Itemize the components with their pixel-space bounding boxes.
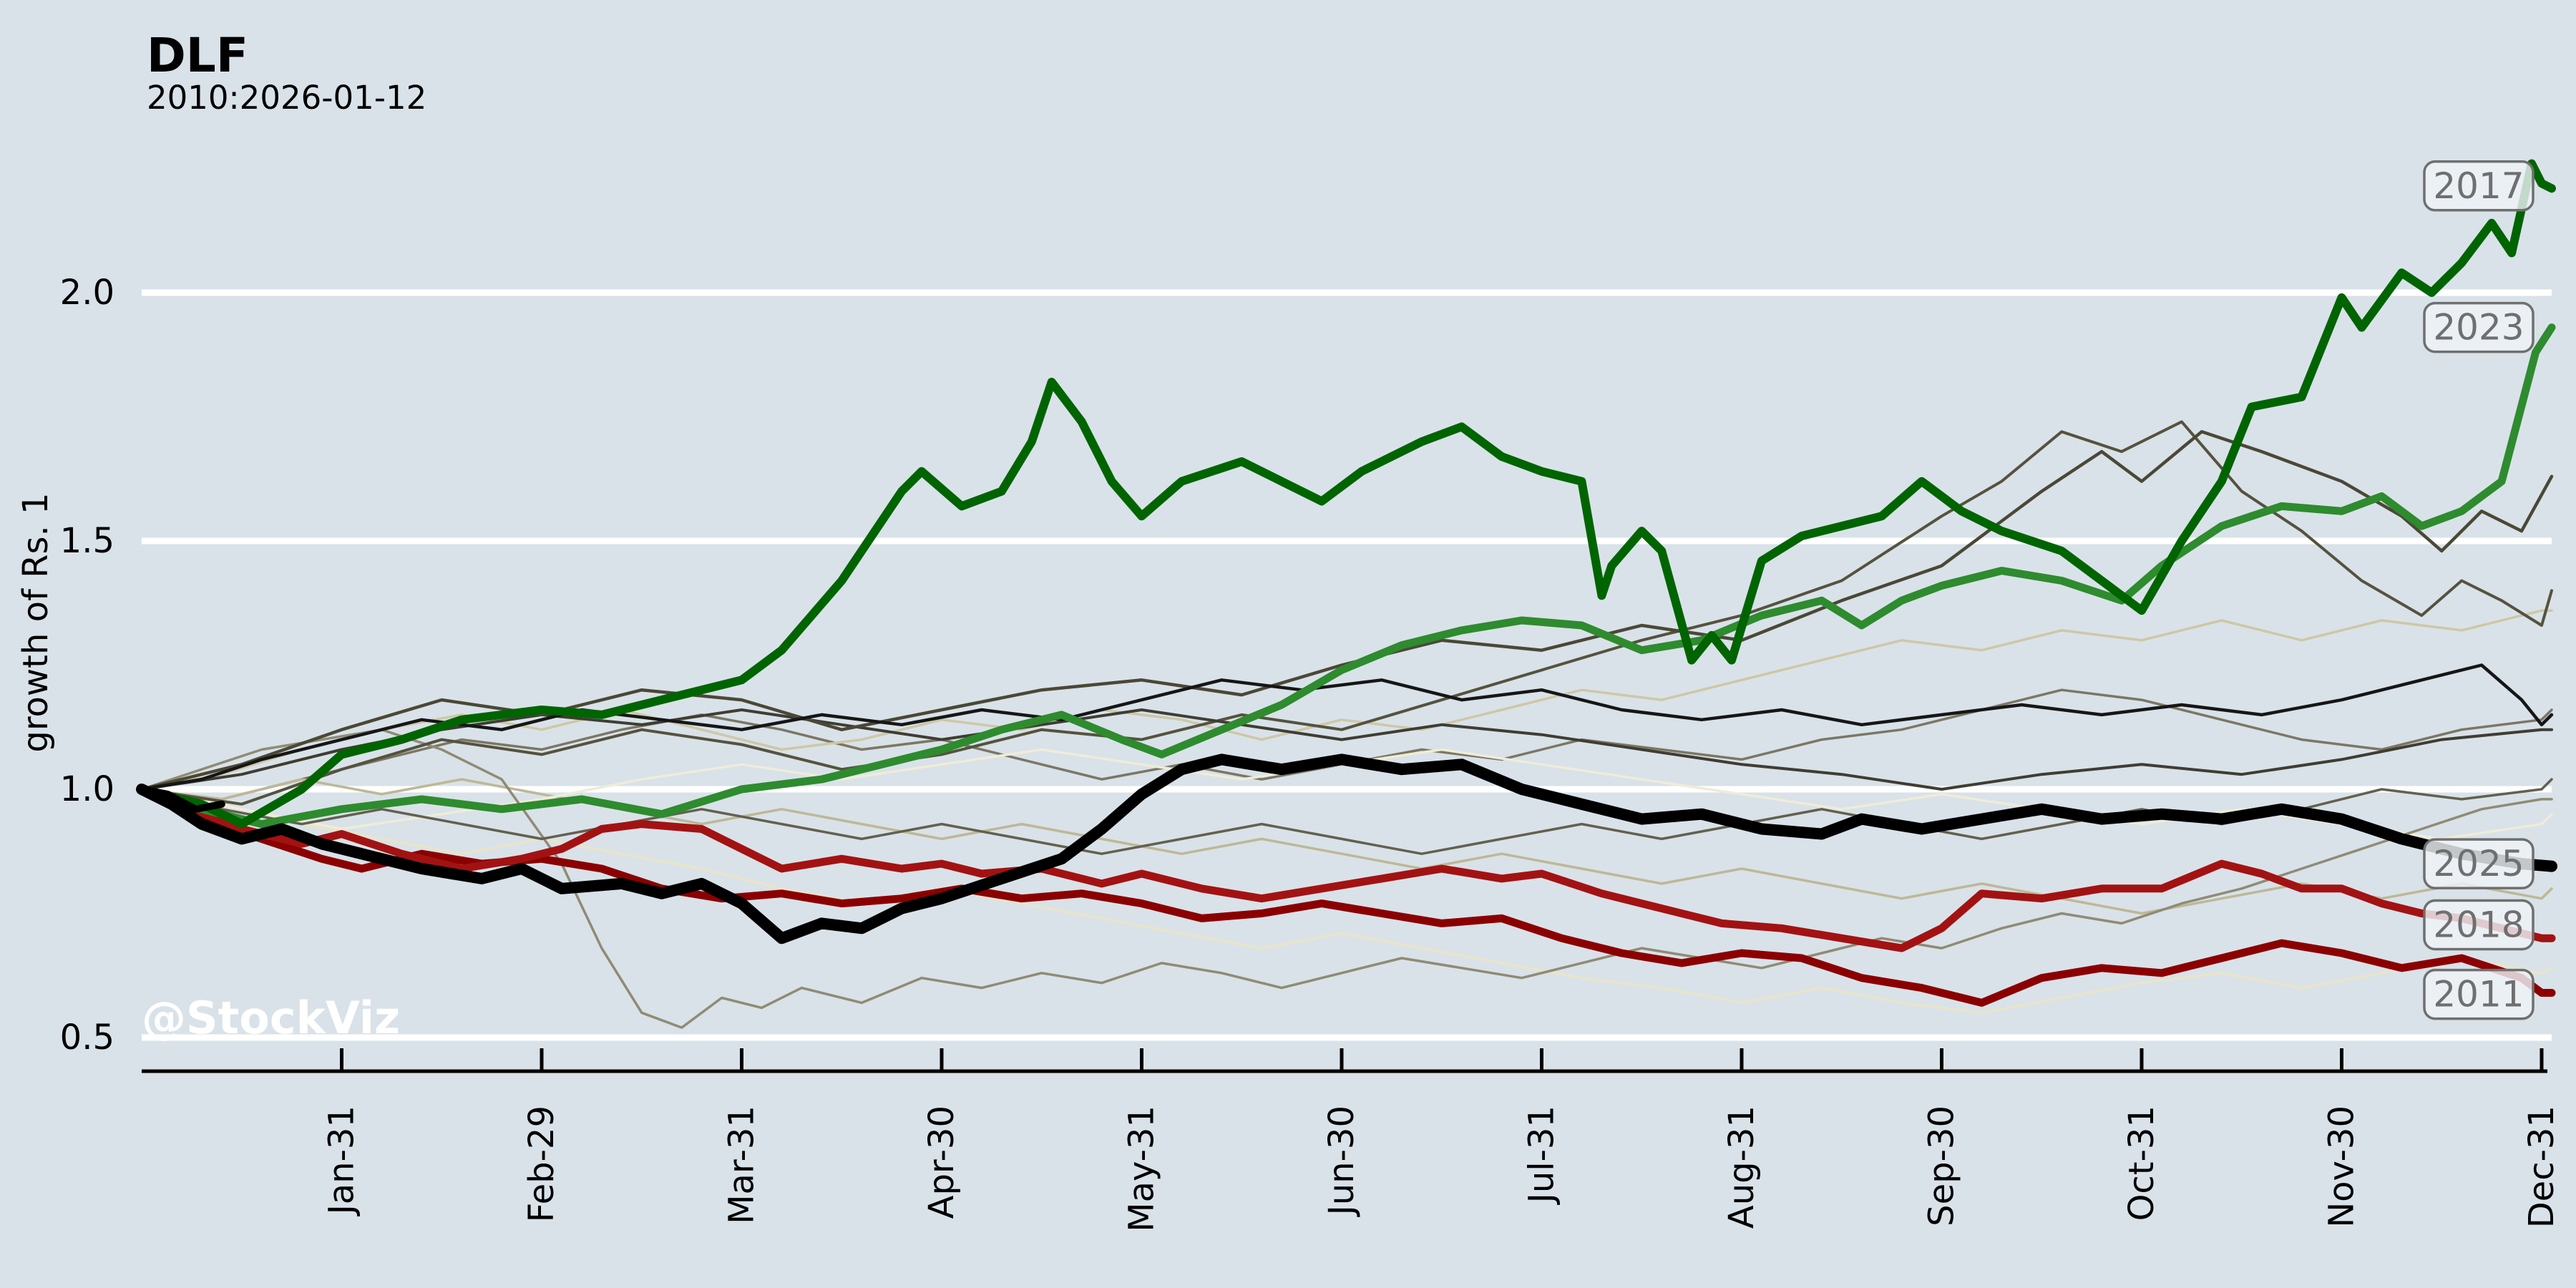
year-label-box-2017 — [2423, 160, 2534, 212]
year-label-box-2025 — [2423, 838, 2534, 889]
x-tick-label-Dec-31: Dec-31 — [2522, 1106, 2562, 1228]
stockviz-watermark: @StockViz — [142, 992, 400, 1044]
x-tick-label-Aug-31: Aug-31 — [1722, 1106, 1762, 1229]
series-line-2021 — [140, 430, 2554, 791]
series-line-2012 — [140, 609, 2553, 791]
x-axis: Jan-31 Feb-29 Mar-31 Apr-30 May-31 Jun-30 Jul-… — [142, 1048, 2562, 1232]
year-label-2025: 2025 — [2433, 843, 2524, 884]
series-line-2013 — [140, 788, 2553, 1015]
y-tick-labels: 0.5 1.0 1.5 2.0 — [60, 273, 114, 1058]
series-line-2025 — [136, 753, 2557, 945]
y-tick-label-1: 1.0 — [60, 769, 114, 809]
y-axis-label: growth of Rs. 1 — [16, 492, 56, 752]
x-tick-label-Jul-31: Jul-31 — [1522, 1106, 1562, 1205]
year-label-box-2018 — [2423, 899, 2534, 951]
series-line-2017 — [137, 159, 2556, 829]
y-tick-label-1.5: 1.5 — [60, 521, 114, 561]
x-tick-label-Oct-31: Oct-31 — [2122, 1106, 2162, 1221]
x-tick-label-Mar-31: Mar-31 — [722, 1106, 762, 1224]
x-tick-label-May-31: May-31 — [1122, 1106, 1162, 1232]
series-line-2020 — [140, 728, 2553, 1029]
y-tick-label-0.5: 0.5 — [60, 1018, 114, 1058]
year-label-2017: 2017 — [2433, 165, 2524, 207]
year-label-2018: 2018 — [2433, 904, 2524, 945]
year-label-2023: 2023 — [2433, 307, 2524, 348]
series-line-2014 — [140, 420, 2553, 806]
year-label-box-2011 — [2423, 968, 2534, 1020]
x-tick-label-Sep-30: Sep-30 — [1922, 1106, 1962, 1226]
page-subtitle: 2010:2026-01-12 — [147, 79, 426, 117]
page-title: DLF — [147, 28, 248, 83]
series-line-2023 — [137, 323, 2556, 829]
gridlines — [142, 289, 2552, 1041]
series-line-2010 — [140, 688, 2553, 801]
y-tick-label-2: 2.0 — [60, 273, 114, 313]
year-end-labels: 2017 2023 2025 2018 2011 — [2423, 160, 2534, 1020]
series-line-2018 — [137, 785, 2556, 952]
x-tick-label-Feb-29: Feb-29 — [522, 1106, 562, 1222]
series-line-2016 — [140, 748, 2553, 841]
series-lines — [136, 159, 2557, 1029]
year-label-2011: 2011 — [2433, 974, 2524, 1015]
series-line-2011 — [137, 785, 2556, 1007]
x-tick-label-Nov-30: Nov-30 — [2322, 1106, 2362, 1228]
series-line-2024 — [140, 663, 2554, 791]
year-label-box-2023 — [2423, 301, 2534, 353]
x-tick-label-Jan-31: Jan-31 — [322, 1106, 362, 1216]
x-tick-label-Jun-30: Jun-30 — [1322, 1106, 1362, 1217]
x-tick-label-Apr-30: Apr-30 — [922, 1106, 962, 1219]
